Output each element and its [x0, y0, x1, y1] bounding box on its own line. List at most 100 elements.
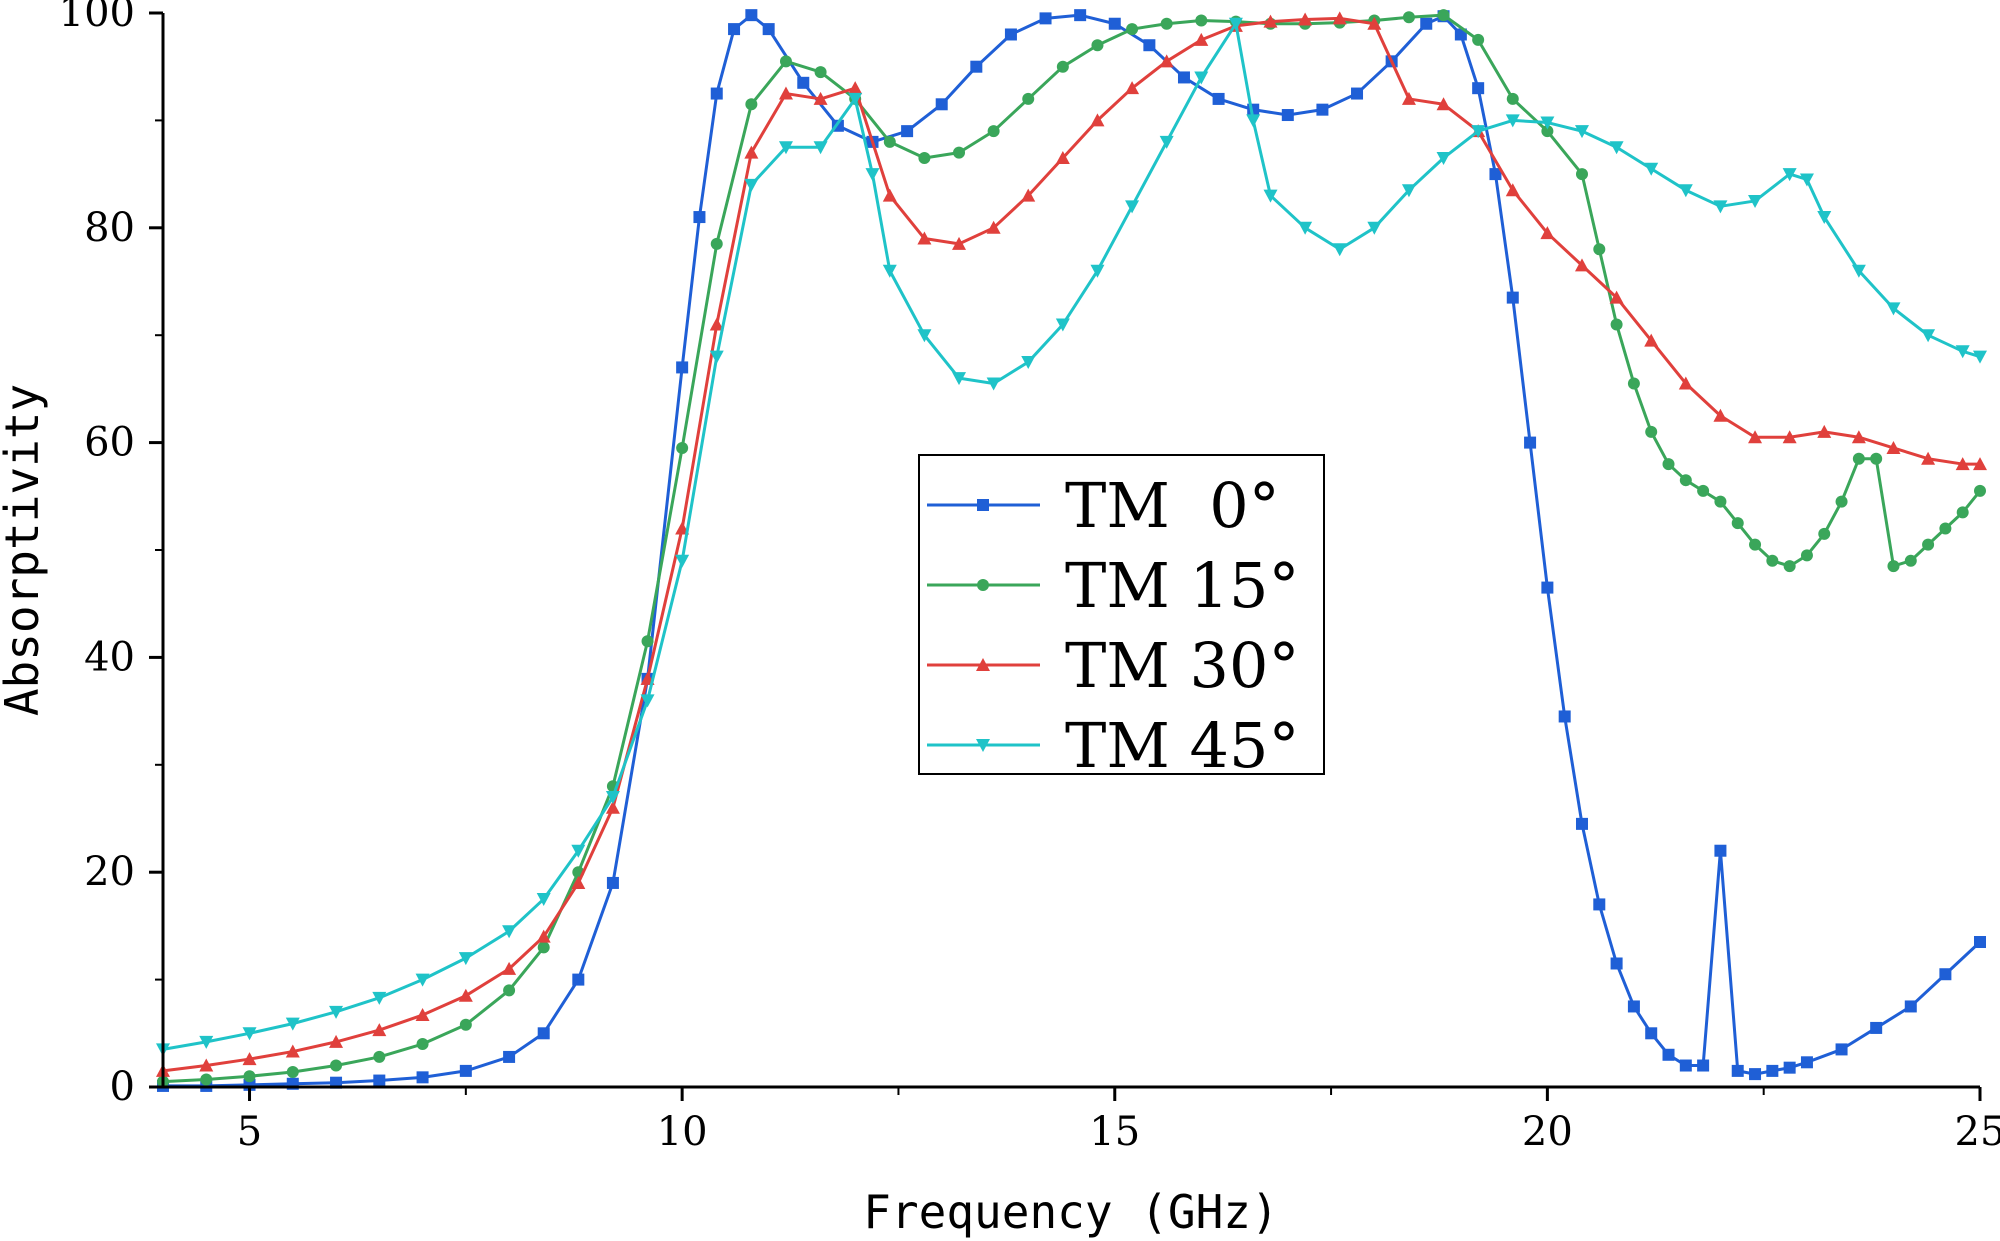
series-1-point: [1575, 168, 1588, 181]
series-0-point: [1281, 109, 1294, 122]
series-0-point: [1472, 82, 1485, 95]
series-1-point: [1627, 377, 1640, 390]
series-3-point: [1678, 184, 1693, 198]
series-0-point: [1783, 1061, 1796, 1074]
y-tick-label-80: 80: [84, 205, 135, 251]
series-3-point: [1021, 356, 1036, 370]
series-2-point: [1574, 258, 1589, 272]
series-3-point: [1921, 329, 1936, 343]
legend: TM 0°TM 15°TM 30°TM 45°: [918, 454, 1325, 782]
series-0-point: [1645, 1027, 1658, 1040]
series-1-point: [1056, 60, 1069, 73]
series-3-point: [778, 141, 793, 155]
series-1-point: [243, 1070, 256, 1083]
series-0-point: [459, 1064, 472, 1077]
series-2-point: [1851, 430, 1866, 444]
series-2-point: [1159, 54, 1174, 68]
series-0-point: [1108, 17, 1121, 30]
series-2-point: [458, 988, 473, 1002]
series-2-point: [1748, 430, 1763, 444]
series-3-point: [415, 973, 430, 987]
series-1-point: [330, 1059, 343, 1072]
series-3-point: [1055, 318, 1070, 332]
series-0-point: [537, 1027, 550, 1040]
series-3-point: [1973, 350, 1987, 364]
series-3-point: [1748, 194, 1763, 208]
series-2-point: [502, 961, 517, 975]
series-1-point: [1835, 495, 1848, 508]
series-0-point: [1766, 1064, 1779, 1077]
series-1-point: [373, 1050, 386, 1063]
series-1-point: [1783, 560, 1796, 573]
series-3-point: [1886, 302, 1901, 316]
series-2-point: [813, 91, 828, 105]
series-1-point: [1800, 549, 1813, 562]
series-2-point: [242, 1052, 257, 1066]
series-3-point: [640, 694, 655, 708]
series-0-point: [1731, 1064, 1744, 1077]
series-3-point: [709, 350, 724, 364]
series-3-point: [1263, 189, 1278, 203]
series-3-point: [536, 893, 551, 907]
series-3-point: [1367, 221, 1382, 235]
y-tick-label-40: 40: [84, 634, 135, 680]
x-tick-label-20: 20: [1522, 1109, 1573, 1155]
series-2-point: [1678, 376, 1693, 390]
series-1-point: [1956, 506, 1969, 519]
series-0-point: [797, 76, 810, 89]
series-2-point: [1194, 32, 1209, 46]
series-3-point: [1644, 162, 1659, 176]
series-2-point: [1505, 183, 1520, 197]
series-1-point: [537, 941, 550, 954]
series-2-point: [1125, 81, 1140, 95]
series-2-point: [952, 236, 967, 250]
series-1-point: [1749, 538, 1762, 551]
series-1-point: [1472, 33, 1485, 46]
series-0-point: [1627, 1000, 1640, 1013]
series-2-point: [605, 800, 620, 814]
series-0-point: [1575, 817, 1588, 830]
y-tick-label-60: 60: [84, 420, 135, 466]
series-0-point: [1870, 1021, 1883, 1034]
series-0-point: [373, 1074, 386, 1087]
legend-label-2: TM 30°: [1065, 629, 1299, 702]
x-tick-label-10: 10: [657, 1109, 708, 1155]
series-3-point: [1401, 184, 1416, 198]
series-2-point: [415, 1008, 430, 1022]
series-3-point: [1851, 264, 1866, 278]
series-2-point: [1955, 457, 1970, 471]
series-2-point: [1973, 457, 1987, 471]
series-0-point: [693, 211, 706, 224]
series-3-point: [1194, 71, 1209, 85]
series-0-point: [1697, 1059, 1710, 1072]
legend-swatch-marker-3: [976, 739, 990, 752]
series-1-point: [1870, 452, 1883, 465]
legend-swatch-marker-2: [976, 658, 990, 671]
series-2-point: [917, 231, 932, 245]
series-0-point: [1004, 28, 1017, 41]
series-3-point: [813, 141, 828, 155]
series-3-point: [1505, 114, 1520, 128]
series-3-point: [1609, 141, 1624, 155]
series-0-point: [1039, 12, 1052, 25]
series-0-point: [1506, 291, 1519, 304]
series-0-point: [1904, 1000, 1917, 1013]
series-0-point: [935, 98, 948, 111]
series-0-point: [728, 23, 741, 36]
series-1-point: [710, 237, 723, 250]
series-1-point: [1904, 554, 1917, 567]
series-2-point: [1540, 226, 1555, 240]
series-2-point: [1332, 11, 1347, 25]
series-1-point: [745, 98, 758, 111]
series-2-point: [199, 1058, 214, 1072]
series-1-point: [918, 151, 931, 164]
series-0-point: [572, 973, 585, 986]
series-0-point: [1558, 710, 1571, 723]
series-1-point: [1697, 484, 1710, 497]
series-1-point: [1195, 14, 1208, 27]
series-0-point: [1420, 17, 1433, 30]
legend-swatch-marker-0: [977, 499, 989, 511]
series-3-point: [1955, 345, 1970, 359]
series-2-point: [571, 875, 586, 889]
